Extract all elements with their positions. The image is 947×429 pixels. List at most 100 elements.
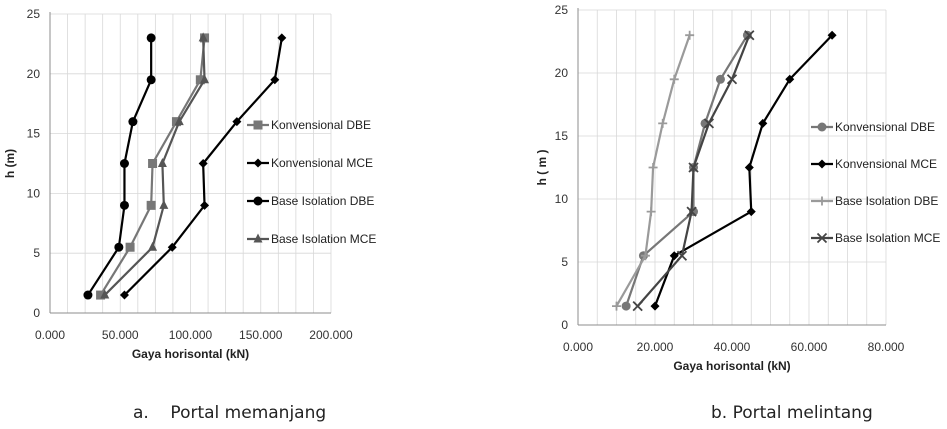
chart-portal-memanjang: 0.000 50.000 100.000 150.000 200.000 0 5 10 15 20…	[0, 0, 470, 429]
legend-marker	[253, 233, 263, 243]
legend-marker	[817, 159, 827, 169]
data-point	[119, 290, 129, 300]
data-point	[119, 159, 129, 168]
legend-label: Base Isolation MCE	[271, 232, 376, 246]
data-point	[200, 200, 210, 210]
data-point	[198, 159, 208, 168]
data-point	[159, 199, 169, 209]
data-point	[277, 33, 287, 43]
data-point	[96, 290, 106, 300]
y-tick-label: 10	[27, 186, 41, 200]
x-axis-title: Gaya horisontal (kN)	[132, 347, 249, 361]
data-point	[148, 159, 158, 168]
legend-marker	[253, 196, 263, 206]
y-tick-label: 15	[555, 129, 569, 143]
legend-marker	[253, 158, 263, 168]
x-axis-title: Gaya horisontal (kN)	[673, 359, 790, 373]
chart-portal-melintang: 0.000 20.000 40.000 60.000 80.000 0 5 10 15 20 25 G…	[475, 0, 947, 429]
x-tick-label: 60.000	[791, 340, 828, 354]
data-point	[146, 75, 156, 85]
data-point	[715, 74, 725, 84]
data-point	[198, 32, 208, 42]
series-line	[653, 34, 833, 307]
data-point	[703, 118, 715, 129]
x-tick-label: 80.000	[868, 340, 905, 354]
chart-a-svg: 0.000 50.000 100.000 150.000 200.000 0 5 10 15 20…	[3, 7, 376, 361]
data-point	[648, 163, 658, 172]
data-point	[270, 75, 280, 85]
data-point	[632, 300, 643, 312]
legend-marker	[253, 120, 263, 130]
y-tick-label: 5	[33, 246, 40, 260]
data-point	[146, 200, 156, 210]
data-point	[669, 74, 679, 84]
data-point	[658, 118, 668, 128]
x-tick-label: 150.000	[239, 328, 283, 342]
x-tick-label: 20.000	[637, 340, 674, 354]
data-point	[669, 251, 679, 261]
data-point	[758, 118, 768, 128]
data-point	[640, 251, 650, 261]
data-point	[744, 30, 755, 41]
x-tick-label: 50.000	[102, 328, 139, 342]
data-point	[128, 117, 138, 127]
data-point	[785, 74, 795, 84]
legend-label: Konvensional DBE	[835, 120, 935, 134]
data-point	[621, 301, 631, 311]
legend-marker	[817, 122, 827, 132]
legend-label: Konvensional MCE	[271, 156, 373, 170]
x-tick-label: 0.000	[35, 328, 65, 342]
x-tick-label: 200.000	[309, 328, 353, 342]
legend-label: Base Isolation MCE	[835, 231, 940, 245]
data-point	[676, 250, 688, 261]
data-point	[125, 242, 135, 252]
x-tick-label: 0.000	[563, 340, 593, 354]
data-point	[114, 242, 124, 252]
data-point	[167, 242, 177, 252]
legend-label: Konvensional MCE	[835, 157, 937, 171]
chart-b-svg: 0.000 20.000 40.000 60.000 80.000 0 5 10 15 20 25 G…	[535, 3, 940, 373]
legend-marker	[816, 232, 828, 244]
data-point	[174, 116, 184, 126]
y-axis-title: h ( m )	[535, 150, 549, 186]
data-point	[688, 162, 699, 173]
y-axis-title: h (m)	[3, 149, 17, 178]
data-point	[686, 206, 697, 217]
data-point	[119, 200, 129, 210]
y-tick-label: 20	[555, 66, 569, 80]
y-tick-label: 5	[561, 255, 568, 269]
data-point	[232, 117, 242, 127]
x-tick-label: 100.000	[169, 328, 213, 342]
y-tick-label: 25	[555, 3, 569, 17]
data-point	[742, 30, 752, 40]
data-point	[612, 301, 621, 311]
data-point	[650, 301, 660, 311]
y-tick-label: 10	[555, 192, 569, 206]
y-tick-label: 25	[27, 7, 41, 21]
data-point	[83, 290, 93, 300]
data-point	[827, 30, 837, 40]
data-point	[146, 33, 156, 43]
data-point	[726, 74, 738, 85]
legend-label: Base Isolation DBE	[835, 194, 938, 208]
data-point	[171, 117, 181, 127]
caption-a: a. Portal memanjang	[133, 403, 327, 423]
legend-marker	[817, 196, 827, 206]
y-tick-label: 20	[27, 67, 41, 81]
caption-b: b. Portal melintang	[711, 403, 873, 423]
data-point	[746, 207, 756, 217]
data-point	[195, 75, 205, 85]
data-point	[744, 163, 754, 172]
data-point	[200, 74, 210, 84]
data-point	[646, 207, 656, 217]
y-tick-label: 0	[561, 318, 568, 332]
series-line	[87, 37, 153, 296]
x-tick-label: 40.000	[714, 340, 751, 354]
data-point	[100, 289, 110, 299]
data-point	[148, 241, 158, 251]
data-point	[157, 158, 167, 167]
legend-label: Konvensional DBE	[271, 118, 371, 132]
y-tick-label: 15	[27, 127, 41, 141]
legend-label: Base Isolation DBE	[271, 194, 374, 208]
y-tick-label: 0	[33, 306, 40, 320]
